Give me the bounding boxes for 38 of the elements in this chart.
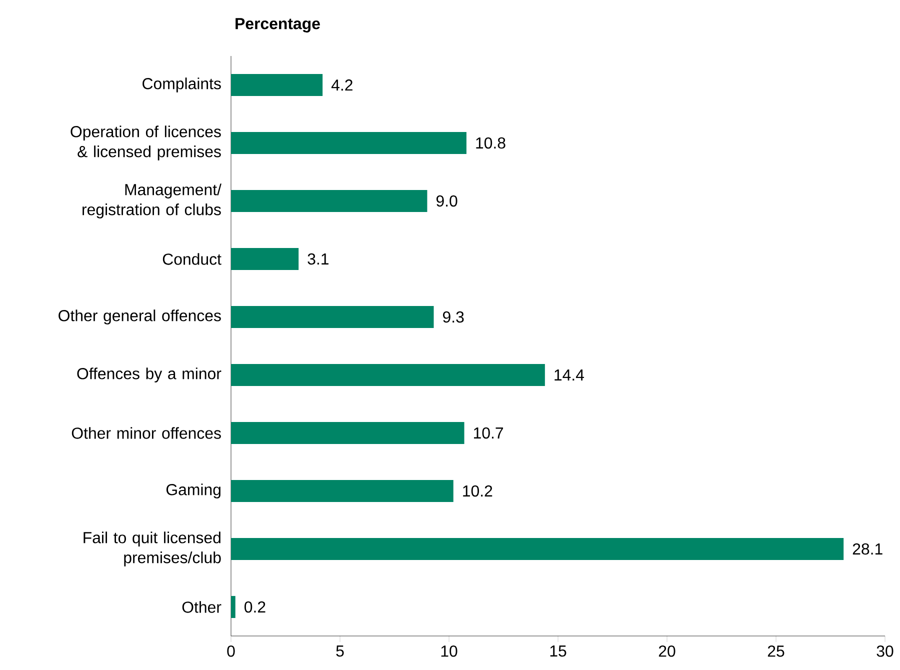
data-label: 14.4 (554, 370, 584, 380)
chart-title: Percentage (236, 18, 320, 32)
x-tick-label: 0 (227, 646, 235, 657)
y-tick-label: Gaming (166, 484, 220, 498)
data-label: 10.2 (463, 485, 492, 497)
y-tick-label: Other (182, 601, 222, 613)
bar (231, 422, 464, 444)
y-tick-label: Other general offences (58, 310, 221, 324)
data-label: 4.2 (331, 79, 352, 91)
y-tick-label: Fail to quit licensed premises/club (84, 532, 221, 566)
bar (231, 364, 545, 386)
data-label: 0.2 (244, 601, 266, 613)
x-tick-label: 25 (768, 646, 784, 657)
y-tick-label: Conduct (162, 253, 222, 265)
bar (231, 248, 299, 270)
bar (231, 306, 434, 328)
y-tick-label: Management/ registration of clubs (82, 184, 222, 218)
data-label: 3.1 (308, 253, 328, 265)
bar (231, 538, 844, 560)
x-tick-label: 5 (336, 646, 344, 657)
y-tick-label: Complaints (142, 78, 221, 92)
y-tick-label: Other minor offences (72, 427, 221, 439)
data-label: 28.1 (852, 543, 882, 555)
data-label: 9.0 (436, 195, 458, 207)
bar (231, 596, 236, 618)
bar (231, 74, 323, 96)
x-tick-label: 20 (658, 646, 676, 657)
x-tick-label: 10 (441, 646, 458, 657)
y-tick-label: Operation of licences & licensed premises (70, 126, 221, 160)
data-label: 9.3 (443, 311, 464, 323)
bar (231, 132, 466, 154)
bar (231, 480, 454, 502)
bar (231, 190, 428, 212)
x-tick-label: 30 (876, 646, 894, 657)
data-label: 10.7 (474, 427, 504, 439)
y-tick-label: Offences by a minor (77, 368, 222, 382)
x-tick-label: 15 (550, 646, 566, 657)
data-label: 10.8 (476, 137, 506, 149)
